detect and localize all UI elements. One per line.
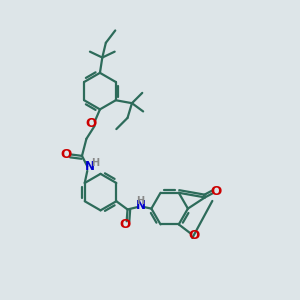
Text: O: O [188,229,200,242]
Text: O: O [61,148,72,161]
Text: N: N [136,199,146,212]
Text: O: O [85,117,96,130]
Text: H: H [136,196,144,206]
Text: H: H [91,158,99,168]
Text: O: O [211,185,222,198]
Text: N: N [85,160,95,173]
Text: O: O [120,218,131,231]
